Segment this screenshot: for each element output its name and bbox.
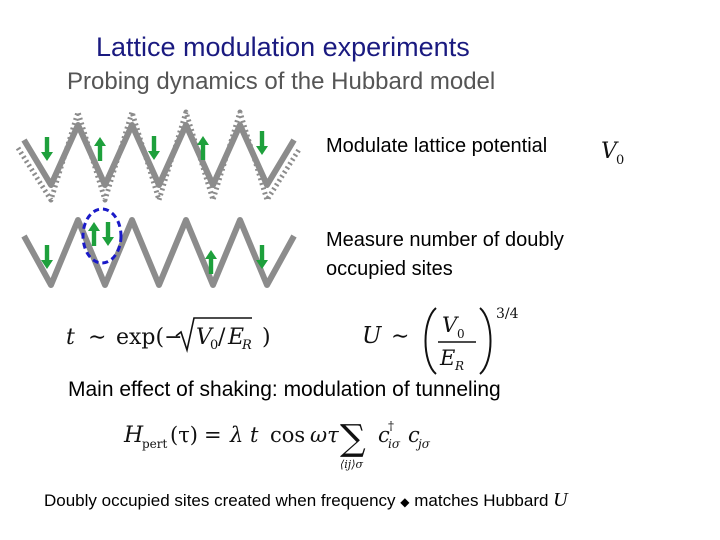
svg-text:U: U bbox=[362, 323, 383, 349]
bottom-caption-text: Doubly occupied sites created when frequ… bbox=[44, 491, 396, 510]
slide-subtitle: Probing dynamics of the Hubbard model bbox=[67, 68, 496, 95]
svg-text:): ) bbox=[262, 325, 271, 350]
svg-text:∼: ∼ bbox=[88, 325, 106, 350]
modulate-text: Modulate lattice potential bbox=[326, 135, 548, 157]
svg-text:E: E bbox=[439, 346, 455, 370]
svg-text:V: V bbox=[196, 325, 214, 350]
lattice-potential-bottom bbox=[21, 217, 297, 288]
svg-text:(τ): (τ) bbox=[170, 423, 198, 447]
hubbard-u-symbol: U bbox=[553, 489, 568, 511]
svg-text:ωτ: ωτ bbox=[310, 423, 339, 447]
v0-symbol: V 0 bbox=[601, 139, 624, 168]
svg-text:λ t: λ t bbox=[229, 423, 259, 447]
svg-text:/: / bbox=[218, 325, 226, 350]
svg-text:iσ: iσ bbox=[388, 437, 401, 451]
atom-arrow bbox=[148, 136, 160, 160]
svg-text:0: 0 bbox=[616, 153, 624, 168]
svg-text:V: V bbox=[601, 139, 619, 164]
svg-text:H: H bbox=[123, 423, 144, 448]
svg-text:t: t bbox=[66, 325, 75, 350]
atom-arrow bbox=[41, 137, 53, 161]
tunneling-equation: t ∼ exp(− V 0 / E R ) bbox=[66, 317, 271, 354]
svg-text:jσ: jσ bbox=[415, 437, 431, 451]
svg-text:E: E bbox=[227, 325, 244, 350]
svg-text:∑: ∑ bbox=[340, 418, 366, 459]
bottom-caption-tail: matches Hubbard bbox=[414, 491, 549, 510]
svg-text:R: R bbox=[454, 359, 464, 373]
svg-text:exp(−: exp(− bbox=[116, 325, 183, 350]
slide-title: Lattice modulation experiments bbox=[96, 32, 470, 62]
bottom-caption: Doubly occupied sites created when frequ… bbox=[44, 489, 568, 512]
perturbation-equation: H pert (τ) = λ t cos ωτ ∑ ⟨ij⟩σ c † iσ c… bbox=[123, 418, 431, 471]
svg-text:c: c bbox=[378, 423, 390, 447]
interaction-equation: U ∼ V 0 E R 3/4 bbox=[362, 306, 519, 375]
measure-text-line2: occupied sites bbox=[326, 258, 453, 280]
svg-text:V: V bbox=[442, 313, 459, 337]
lattice-modulated-top bbox=[15, 109, 303, 203]
svg-text:pert: pert bbox=[142, 437, 168, 451]
measure-text-line1: Measure number of doubly bbox=[326, 229, 564, 251]
svg-text:c: c bbox=[408, 423, 420, 447]
svg-text:cos: cos bbox=[270, 423, 305, 447]
svg-text:⟨ij⟩σ: ⟨ij⟩σ bbox=[340, 458, 364, 471]
svg-text:0: 0 bbox=[457, 327, 465, 341]
svg-text:R: R bbox=[241, 338, 252, 353]
atom-arrow bbox=[256, 131, 268, 155]
svg-text:∼: ∼ bbox=[391, 324, 409, 349]
svg-text:0: 0 bbox=[210, 338, 218, 353]
atom-arrow bbox=[102, 222, 114, 246]
svg-text:3/4: 3/4 bbox=[496, 306, 519, 322]
double-occupancy-highlight bbox=[81, 207, 123, 265]
svg-text:†: † bbox=[388, 419, 394, 433]
bullet-symbol: ◆ bbox=[400, 495, 410, 509]
main-effect-text: Main effect of shaking: modulation of tu… bbox=[68, 378, 501, 401]
svg-text:=: = bbox=[204, 423, 222, 447]
